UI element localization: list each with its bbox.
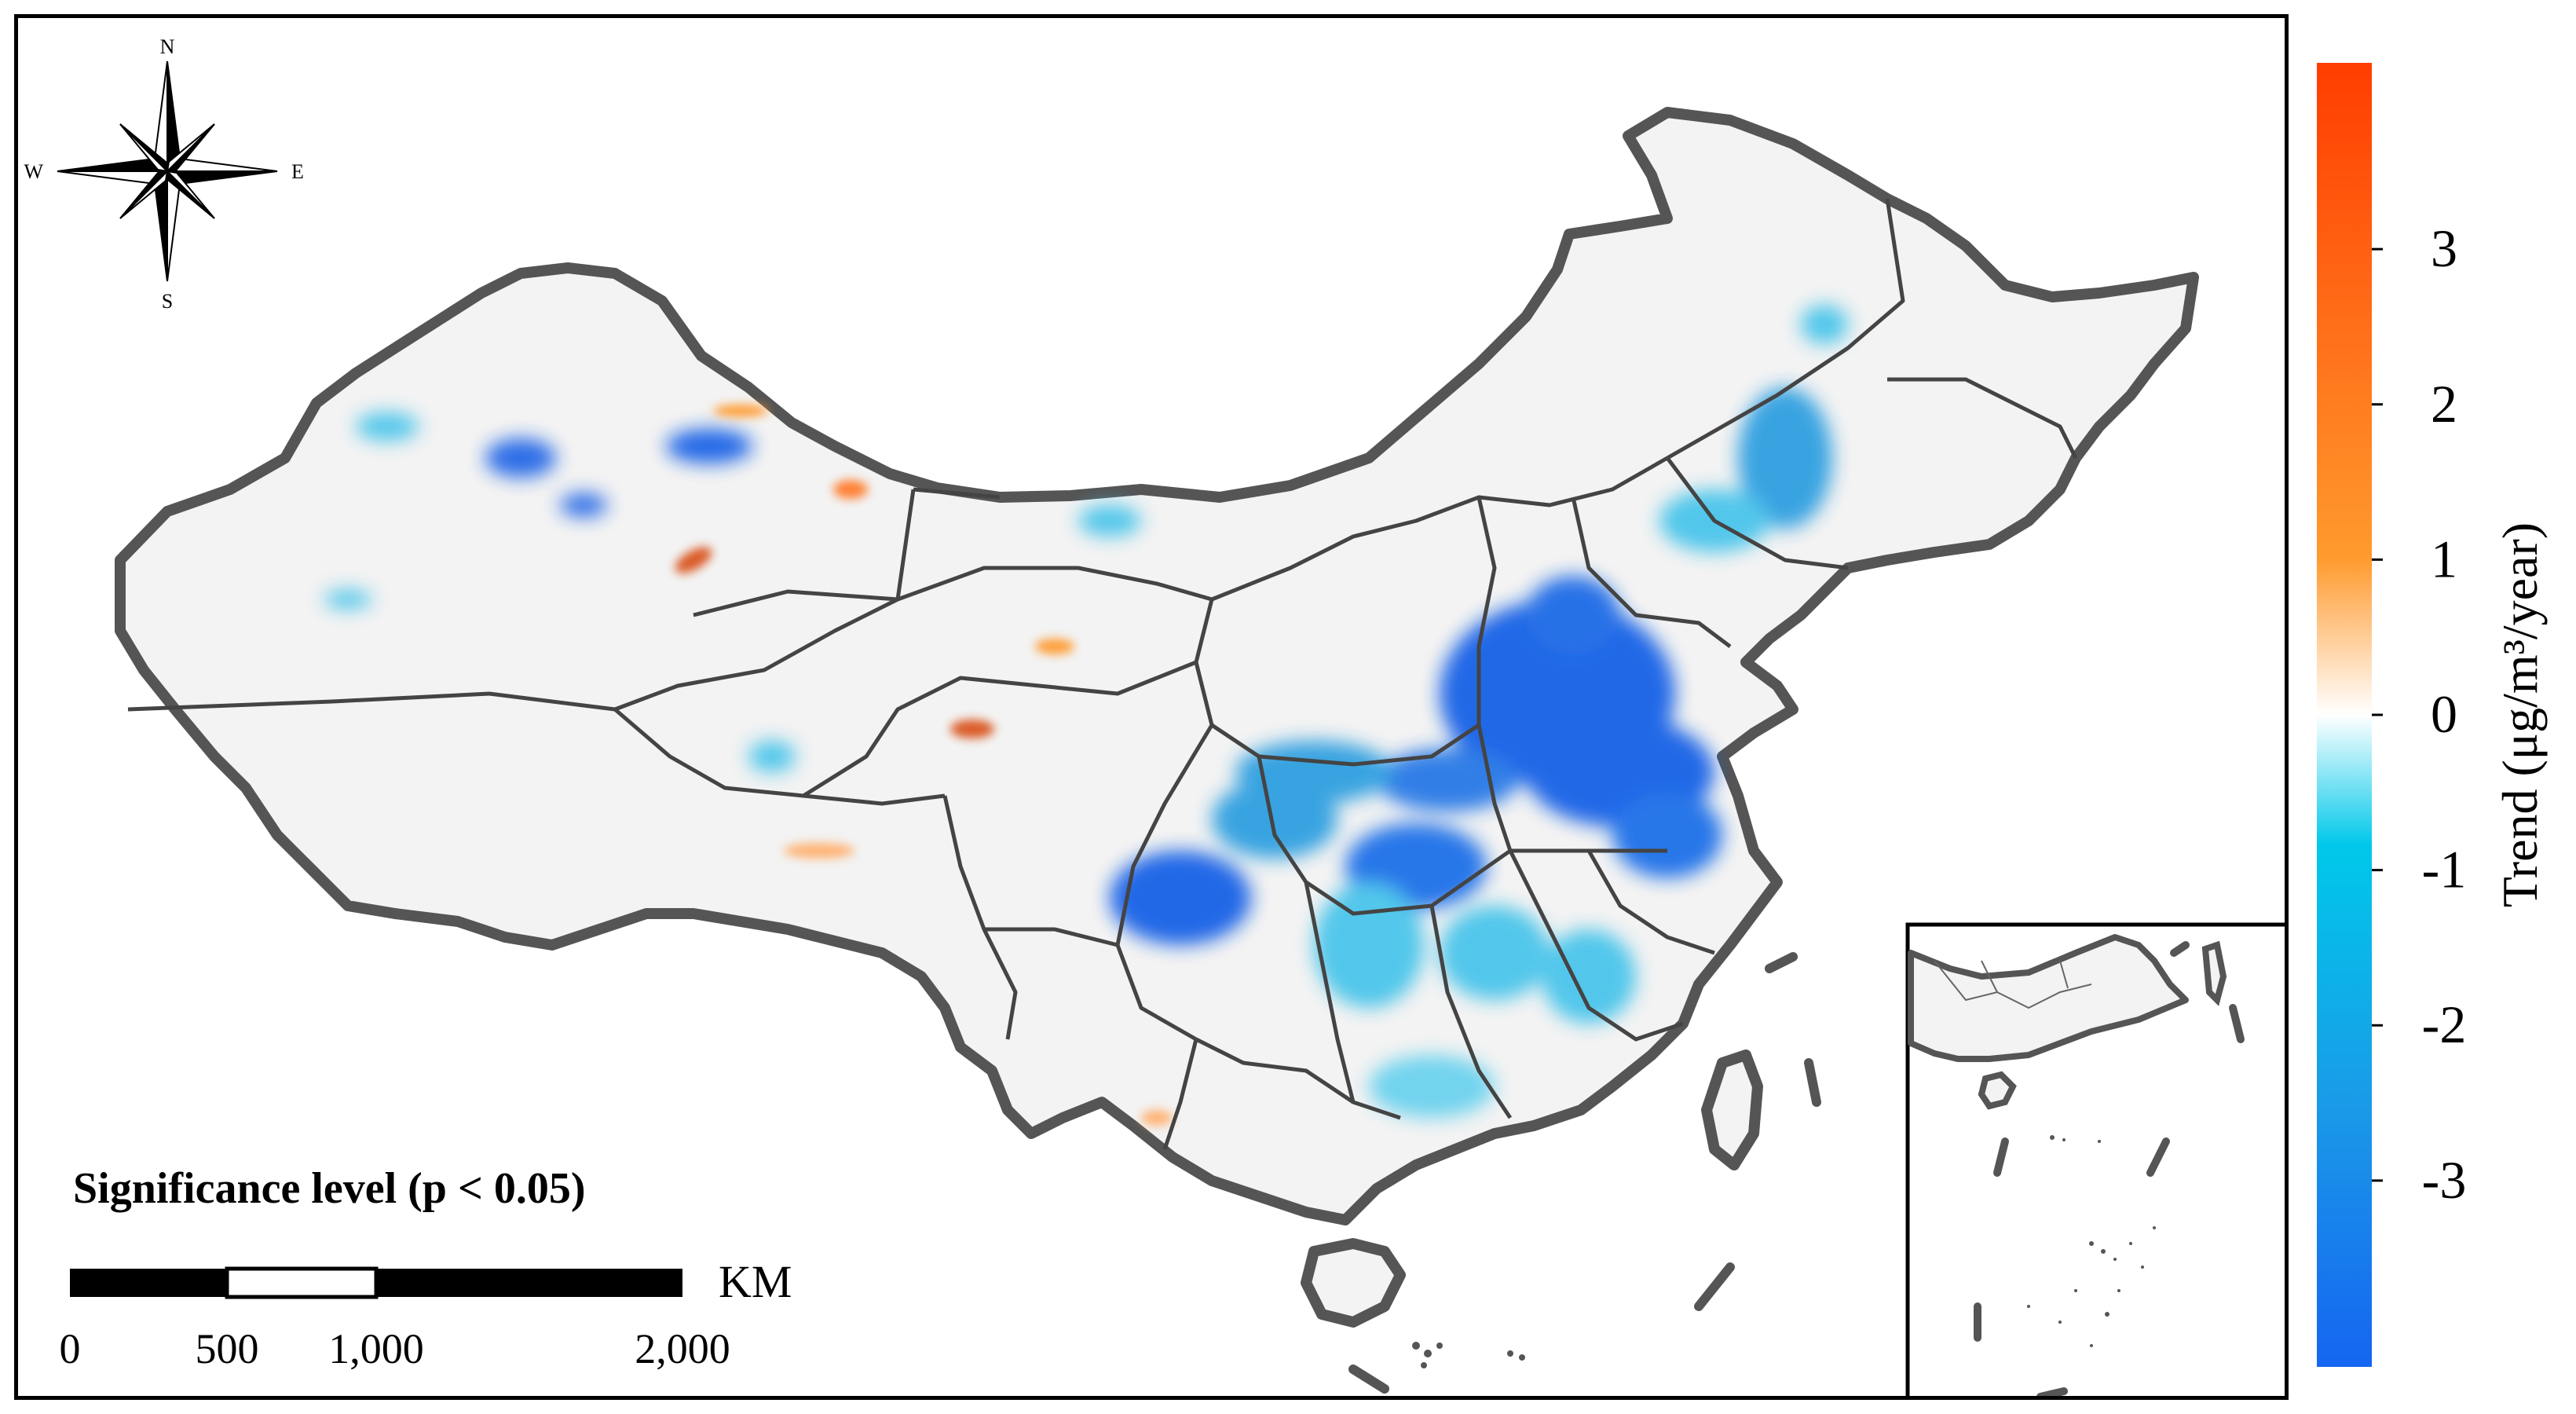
significance-label: Significance level (p < 0.05) [73,1164,586,1213]
south-sea-islands [1412,1342,1525,1368]
compass-w-label: W [24,160,43,183]
colorbar-tick-label: 2 [2431,374,2457,434]
province-boundaries [127,198,2078,1150]
scale-tick-0: 0 [60,1325,81,1372]
compass-e-label: E [291,160,304,183]
scale-bar: KM 0 500 1,000 2,000 [60,1256,792,1372]
compass-star-icon [57,60,278,282]
trend-overlay [324,305,1848,1126]
colorbar-tick-label: 1 [2431,529,2457,588]
colorbar-gradient [2317,63,2372,1367]
colorbar: 3 2 1 0 -1 -2 -3 Trend (μg/m³/year) [2301,47,2568,1383]
colorbar-tick-label: -1 [2422,840,2467,899]
scale-tick-1000: 1,000 [328,1325,424,1372]
colorbar-tick-label: 3 [2431,218,2457,278]
colorbar-tick-label: -3 [2422,1150,2467,1210]
compass-s-label: S [162,290,173,313]
compass-n-label: N [160,35,175,58]
hainan-island [1301,1238,1406,1328]
china-land [115,107,2199,1225]
colorbar-title: Trend (μg/m³/year) [2492,522,2548,907]
south-china-sea-inset [1905,922,2285,1396]
china-map: N S E W Significance level (p < 0.05) KM… [24,35,2285,1396]
scale-tick-2000: 2,000 [635,1325,730,1372]
colorbar-tick-label: 0 [2431,684,2457,744]
colorbar-ticks: 3 2 1 0 -1 -2 -3 [2372,218,2466,1210]
map-frame: N S E W Significance level (p < 0.05) KM… [14,14,2289,1400]
scale-unit: KM [719,1256,792,1307]
scale-tick-500: 500 [196,1325,259,1372]
compass-rose: N S E W [24,35,303,313]
maritime-boundary [1348,952,1821,1394]
colorbar-tick-label: -2 [2422,995,2467,1054]
taiwan-island [1701,1050,1763,1170]
